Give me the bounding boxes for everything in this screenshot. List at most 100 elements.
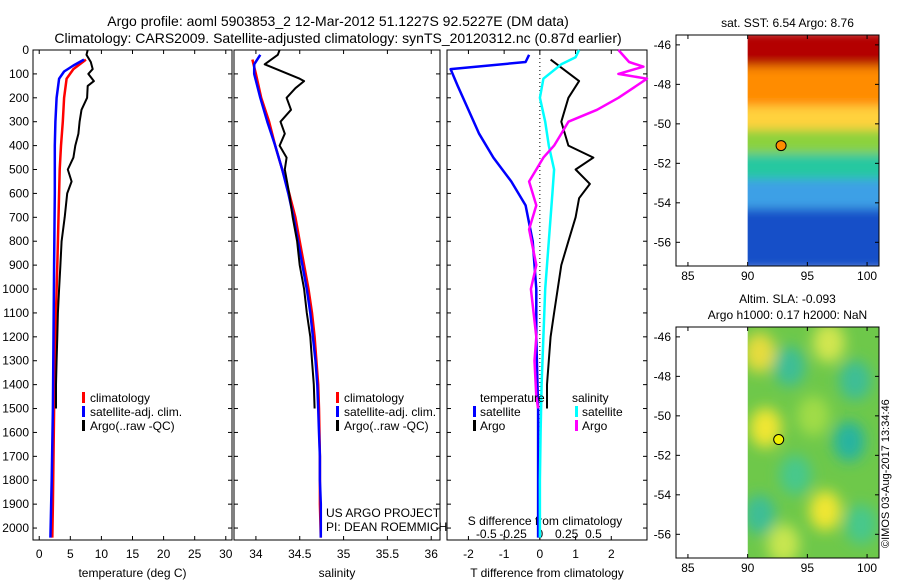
series-line-argo-raw-qc-	[55, 49, 95, 409]
lon-tick-label: 85	[681, 269, 695, 283]
x-axis-label: T difference from climatology	[470, 566, 624, 580]
sla-anomaly-blob	[773, 346, 806, 387]
map-title: sat. SST: 6.54 Argo: 8.76	[721, 16, 854, 30]
lat-tick-label: -56	[654, 235, 672, 249]
legend-title: salinity	[572, 391, 609, 405]
sla-anomaly-blob	[747, 494, 776, 535]
x-tick-label: 36	[425, 547, 439, 561]
y-tick-label: 1300	[2, 354, 29, 368]
title-line2: Climatology: CARS2009. Satellite-adjuste…	[54, 30, 621, 46]
y-tick-label: 700	[9, 210, 29, 224]
legend-swatch	[82, 406, 85, 417]
sla-anomaly-blob	[812, 327, 845, 363]
x-tick-label: 35.5	[376, 547, 400, 561]
argo-profile-marker	[775, 140, 787, 152]
legend-swatch	[82, 392, 85, 403]
series-line-climatology	[51, 58, 87, 538]
legend-swatch	[336, 392, 339, 403]
series-line-t-argo	[546, 58, 595, 409]
map-frame	[675, 326, 880, 559]
y-tick-label: 100	[9, 67, 29, 81]
secondary-tick-label: -0.25	[499, 527, 527, 541]
argo-profile-marker	[773, 434, 785, 446]
x-tick-label: 35	[337, 547, 351, 561]
legend-swatch	[575, 420, 578, 431]
secondary-tick-label: -0.5	[476, 527, 497, 541]
legend-swatch	[336, 406, 339, 417]
sst-map-panel: -46 -48 -50 -52 -54 -56 85 90 95 100 sat. SST: 6.5…	[654, 16, 880, 283]
lat-tick-label: -54	[654, 488, 672, 502]
lat-tick-label: -48	[654, 77, 672, 91]
y-tick-label: 800	[9, 234, 29, 248]
y-tick-label: 1000	[2, 282, 29, 296]
y-tick-label: 200	[9, 91, 29, 105]
y-tick-label: 0	[22, 43, 29, 57]
sla-anomaly-blob	[797, 395, 830, 436]
plot-frame	[32, 49, 233, 541]
lon-tick-label: 100	[857, 561, 877, 575]
map-data-layer	[747, 35, 879, 266]
x-axis-label: temperature (deg C)	[78, 566, 186, 580]
x-tick-label: -1	[499, 547, 510, 561]
map-title: Altim. SLA: -0.093	[739, 292, 836, 306]
legend-swatch	[575, 406, 578, 417]
map-blob-group	[747, 327, 878, 558]
y-tick-label: 900	[9, 258, 29, 272]
legend-title: temperature	[480, 391, 545, 405]
sla-anomaly-blob	[767, 524, 800, 558]
x-tick-label: -2	[463, 547, 474, 561]
x-tick-label: 2	[608, 547, 615, 561]
x-tick-label: 0	[537, 547, 544, 561]
legend-swatch	[336, 420, 339, 431]
x-tick-label: 30	[219, 547, 233, 561]
map-frame	[675, 34, 880, 267]
title-line1: Argo profile: aoml 5903853_2 12-Mar-2012…	[107, 13, 569, 29]
lon-tick-label: 100	[857, 269, 877, 283]
y-tick-label: 1600	[2, 425, 29, 439]
temperature-panel: 0100200300400500600700800900100011001200…	[2, 43, 232, 580]
x-axis-label: salinity	[319, 566, 356, 580]
lat-tick-label: -50	[654, 409, 672, 423]
x-tick-label: 10	[95, 547, 109, 561]
lat-tick-label: -48	[654, 369, 672, 383]
x-tick-label: 1	[572, 547, 579, 561]
legend-label: Argo(..raw -QC)	[90, 419, 175, 433]
y-tick-label: 400	[9, 139, 29, 153]
lat-tick-label: -46	[654, 38, 672, 52]
legend-swatch	[82, 420, 85, 431]
series-line-t-satellite	[449, 54, 540, 538]
lat-tick-label: -46	[654, 330, 672, 344]
y-tick-label: 1400	[2, 378, 29, 392]
project-credit: US ARGO PROJECT	[326, 506, 441, 520]
x-tick-label: 34.5	[288, 547, 312, 561]
sst-color-band	[747, 208, 879, 266]
sla-anomaly-blob	[833, 421, 866, 462]
x-tick-label: 0	[36, 547, 43, 561]
salinity-panel: 34 34.5 35 35.5 36 salinity climatologysatelli…	[233, 49, 441, 580]
lat-tick-label: -54	[654, 196, 672, 210]
legend-label: satellite	[582, 405, 623, 419]
sla-anomaly-blob	[747, 332, 776, 373]
difference-panel: -2 -1 0 1 2 T difference from climatology S di…	[446, 49, 649, 580]
legend-label: climatology	[90, 391, 150, 405]
series-line-s-argo	[527, 49, 649, 409]
plot-frame	[446, 49, 648, 541]
lon-tick-label: 95	[801, 269, 815, 283]
sla-map-panel: -46 -48 -50 -52 -54 -56 85 90 95 100 Altim. SLA: -…	[654, 292, 880, 575]
map-subtitle: Argo h1000: 0.17 h2000: NaN	[708, 308, 867, 322]
series-line-argo-raw-qc-	[263, 49, 316, 409]
legend-label: Argo	[480, 419, 506, 433]
lon-tick-label: 90	[741, 269, 755, 283]
lat-tick-label: -50	[654, 117, 672, 131]
y-tick-label: 1700	[2, 449, 29, 463]
legend-label: Argo(..raw -QC)	[344, 419, 429, 433]
sla-anomaly-blob	[779, 455, 812, 496]
lat-tick-label: -52	[654, 448, 672, 462]
lon-tick-label: 85	[681, 561, 695, 575]
x-tick-label: 25	[188, 547, 202, 561]
secondary-tick-label: 0.25	[555, 527, 579, 541]
pi-credit: PI: DEAN ROEMMICH	[326, 520, 447, 534]
sla-anomaly-blob	[809, 490, 842, 531]
x-tick-label: 15	[126, 547, 140, 561]
